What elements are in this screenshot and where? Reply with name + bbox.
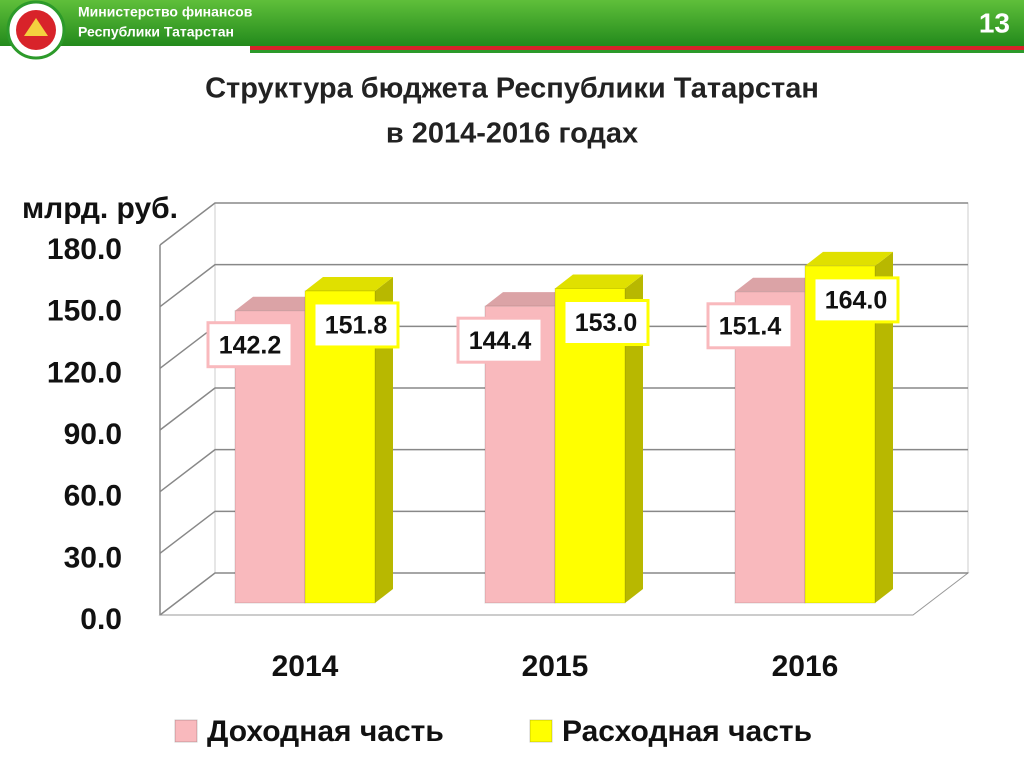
grid-line [159,510,968,554]
value-label: 144.4 [469,327,532,355]
x-tick-label: 2015 [522,650,589,683]
value-label: 151.4 [719,312,782,340]
legend-swatch [174,719,198,743]
y-tick-label: 30.0 [64,541,122,574]
value-label: 151.8 [325,312,388,340]
y-tick-label: 0.0 [80,603,122,636]
value-label: 153.0 [575,309,638,337]
org-name: Министерство финансов [78,4,253,20]
bar-top [305,276,393,291]
value-label-box [706,302,794,350]
header-bar [0,0,1024,46]
logo [24,18,48,36]
page-number: 13 [979,7,1010,38]
y-tick-label: 120.0 [47,356,122,389]
legend-label: Доходная часть [207,715,444,748]
grid-line [159,572,968,616]
grid-line [159,387,968,431]
bar-top [555,274,643,289]
bar-side [875,251,893,603]
legend-swatch [529,719,553,743]
y-axis-label: млрд. руб. [22,192,178,225]
chart-subtitle: в 2014-2016 годах [386,118,638,150]
bar-side [375,276,393,603]
value-label: 142.2 [219,331,282,359]
grid-line [159,202,968,246]
org-name: Республики Татарстан [78,24,234,40]
x-tick-label: 2016 [772,650,839,683]
legend-label: Расходная часть [562,715,812,748]
value-label-box [206,321,294,369]
y-tick-label: 90.0 [64,418,122,451]
chart-title: Структура бюджета Республики Татарстан [205,73,819,105]
value-label-box [456,316,544,364]
x-tick-label: 2014 [272,650,339,683]
bar-side [625,274,643,603]
y-tick-label: 60.0 [64,480,122,513]
header-stripe [250,50,1024,53]
grid-line [159,263,968,308]
header-stripe [250,46,1024,50]
bar-top [805,251,893,266]
bar-top [235,296,323,311]
value-label: 164.0 [825,286,888,314]
bar-top [735,277,823,292]
value-label-box [312,301,400,349]
y-tick-label: 180.0 [47,233,122,266]
value-label-box [562,299,650,346]
bar-top [485,292,573,307]
grid-line [159,448,968,493]
value-label-box [812,276,900,324]
y-tick-label: 150.0 [47,295,122,328]
